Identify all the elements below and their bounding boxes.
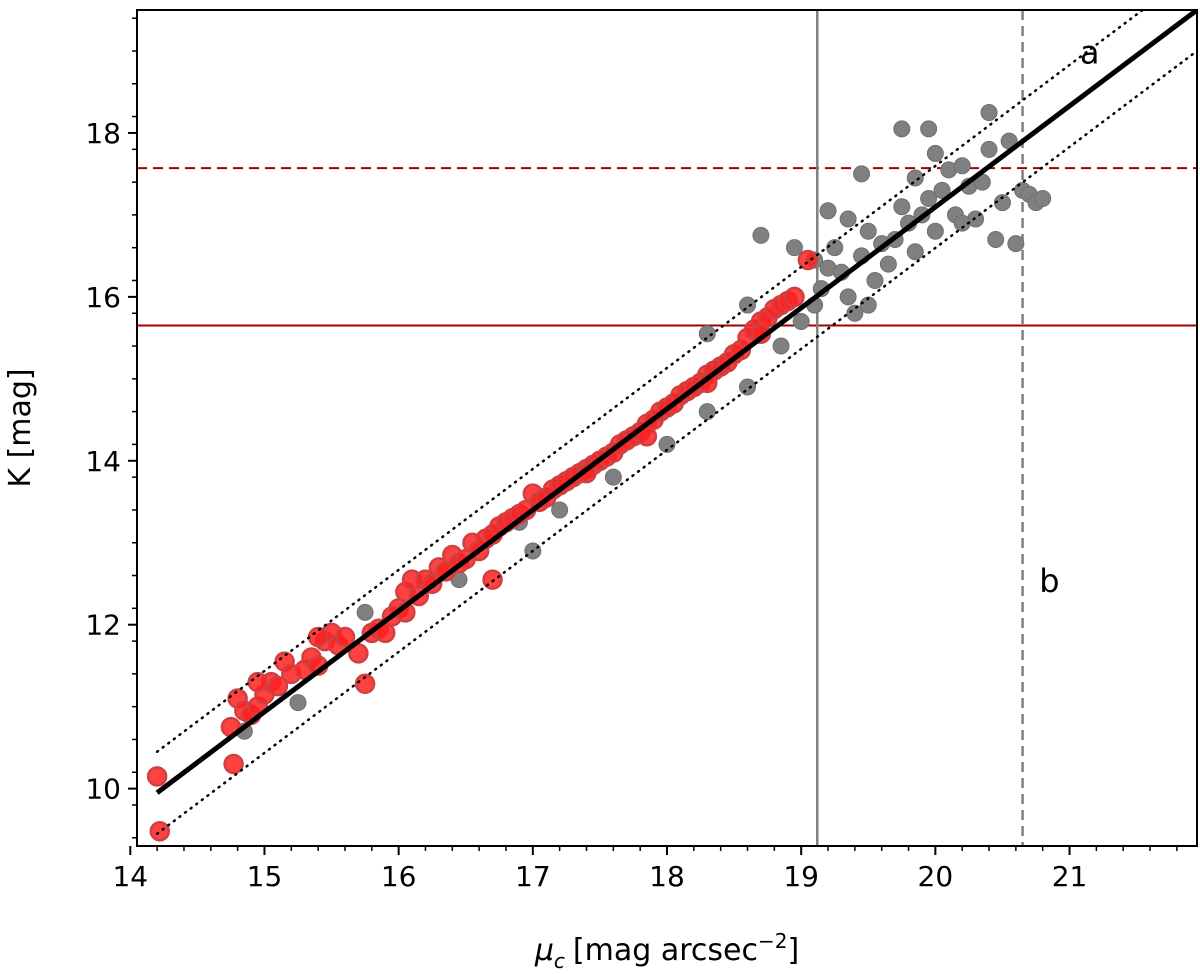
gray-point <box>551 501 569 519</box>
gray-point <box>839 288 857 306</box>
gray-point <box>853 165 871 183</box>
gray-point <box>698 325 716 343</box>
gray-point <box>772 337 790 355</box>
x-axis-label-sup: −2 <box>758 929 787 953</box>
gray-point <box>926 222 944 240</box>
gray-point <box>993 194 1011 212</box>
gray-point <box>980 103 998 121</box>
gray-point <box>866 271 884 289</box>
gray-point <box>953 157 971 175</box>
gray-point <box>893 198 911 216</box>
gray-point <box>926 144 944 162</box>
gray-point <box>953 214 971 232</box>
gray-point <box>879 255 897 273</box>
x-tick-label: 15 <box>247 860 283 893</box>
gray-point <box>1007 235 1025 253</box>
red-point <box>334 626 356 648</box>
gray-point <box>826 239 844 257</box>
red-point <box>784 286 805 308</box>
gray-point <box>739 296 757 314</box>
gray-point <box>846 304 864 322</box>
gray-point <box>698 403 716 421</box>
gray-point <box>752 226 770 244</box>
x-tick-label: 19 <box>783 860 819 893</box>
x-axis-label-close: ] <box>787 933 799 968</box>
y-tick-label: 16 <box>85 281 121 314</box>
y-tick-label: 18 <box>85 117 121 150</box>
red-point <box>223 753 244 775</box>
gray-point <box>792 312 810 330</box>
gray-point <box>859 296 877 314</box>
x-tick-label: 14 <box>112 860 148 893</box>
gray-point <box>839 210 857 228</box>
gray-point <box>906 169 924 187</box>
gray-point <box>980 140 998 158</box>
red-point <box>149 820 171 842</box>
upper-scatter-bound-line <box>155 10 1145 753</box>
y-tick-label: 10 <box>85 773 121 806</box>
gray-point <box>1034 190 1052 208</box>
red-point <box>307 626 329 648</box>
gray-point <box>785 239 803 257</box>
red-point <box>354 673 376 694</box>
gray-point <box>819 202 837 220</box>
x-tick-label: 20 <box>918 860 954 893</box>
gray-point <box>739 378 757 396</box>
y-axis-label: K [mag] <box>3 368 38 487</box>
annotation-b: b <box>1039 562 1059 600</box>
gray-point <box>658 435 676 453</box>
y-tick-label: 12 <box>85 609 121 642</box>
gray-point <box>859 222 877 240</box>
x-axis-label-sub: c <box>554 949 565 973</box>
lower-scatter-bound-line <box>155 49 1197 835</box>
x-axis-label-mu: μ <box>534 933 554 968</box>
x-tick-label: 16 <box>381 860 417 893</box>
gray-point <box>893 120 911 138</box>
plot-frame <box>136 9 1198 847</box>
x-tick-label: 17 <box>515 860 551 893</box>
gray-point <box>356 603 374 621</box>
y-tick-label: 14 <box>85 445 121 478</box>
red-point <box>797 249 819 271</box>
gray-point <box>920 190 938 208</box>
x-axis-label-unit: [mag arcsec <box>573 933 758 968</box>
annotation-a: a <box>1080 33 1100 71</box>
gray-point <box>920 120 938 138</box>
best-fit-line <box>155 10 1197 795</box>
red-point <box>247 671 269 693</box>
red-point <box>267 675 289 697</box>
red-point <box>348 643 369 664</box>
x-tick-label: 21 <box>1052 860 1088 893</box>
x-axis-label: μc [mag arcsec−2] <box>534 929 799 973</box>
gray-point <box>987 230 1005 248</box>
gray-point <box>933 181 951 199</box>
gray-point <box>289 694 307 712</box>
gray-point <box>906 243 924 261</box>
gray-point <box>604 468 622 486</box>
red-point <box>146 766 168 787</box>
x-tick-label: 18 <box>649 860 685 893</box>
